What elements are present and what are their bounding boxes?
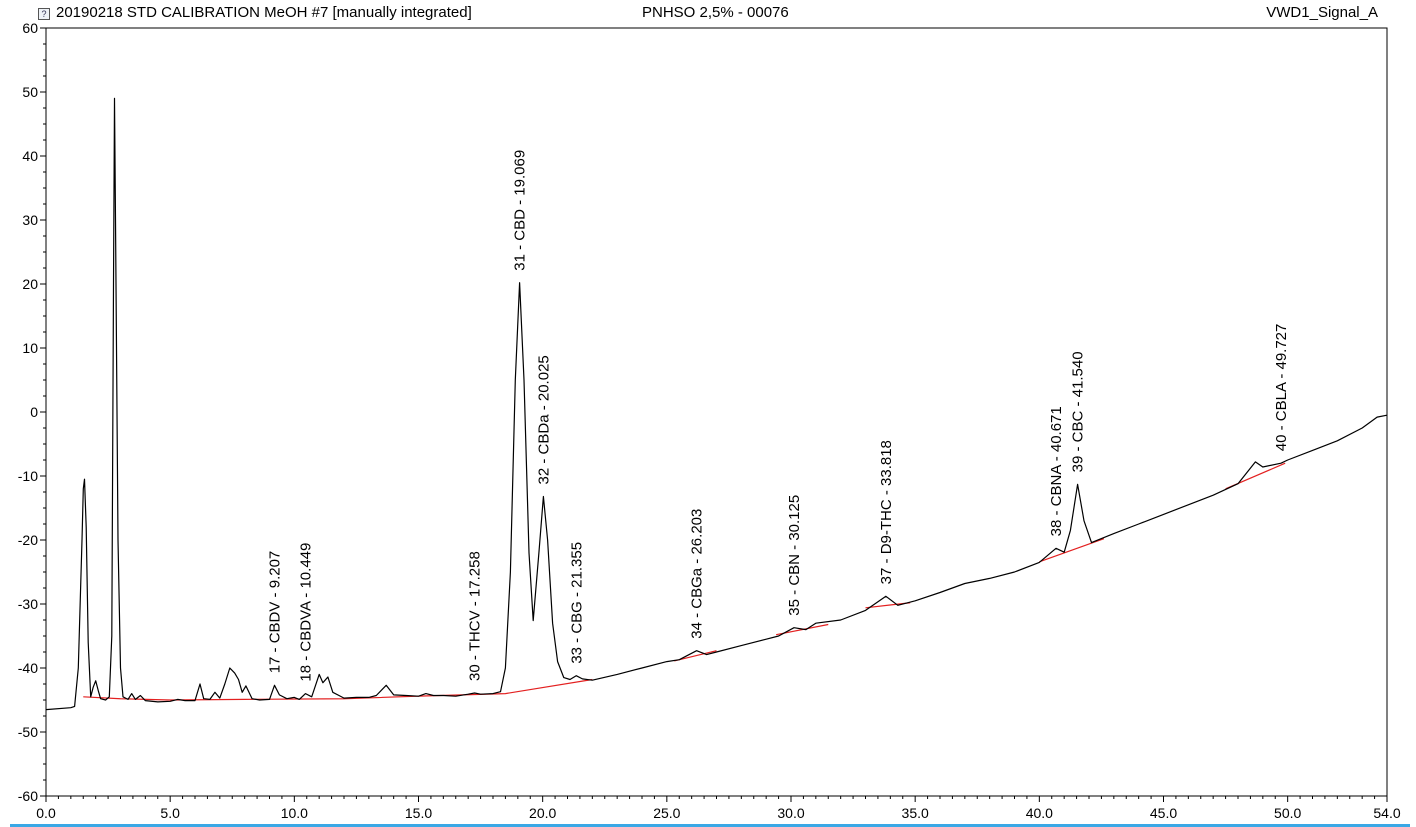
- x-tick-label: 5.0: [160, 805, 180, 821]
- peak-label: 18 - CBDVA - 10.449: [297, 543, 314, 682]
- y-tick-label: -40: [18, 660, 38, 676]
- x-tick-label: 54.0: [1373, 805, 1400, 821]
- peak-label: 38 - CBNA - 40.671: [1048, 406, 1065, 536]
- sample-name: PNHSO 2,5% - 00076: [642, 4, 789, 21]
- y-tick-label: 20: [22, 276, 38, 292]
- baseline-segment: [83, 678, 593, 701]
- peak-label: 35 - CBN - 30.125: [786, 495, 803, 616]
- window-bottom-accent: [10, 824, 1410, 827]
- y-tick-label: 0: [30, 404, 38, 420]
- peak-label: 33 - CBG - 21.355: [568, 542, 585, 664]
- y-tick-label: 60: [22, 20, 38, 36]
- peak-label: 34 - CBGa - 26.203: [689, 509, 706, 639]
- document-icon: ?: [38, 8, 50, 20]
- y-tick-label: -20: [18, 532, 38, 548]
- y-tick-label: -60: [18, 788, 38, 804]
- y-tick-label: -50: [18, 724, 38, 740]
- plot-frame: [45, 27, 1388, 797]
- x-tick-label: 35.0: [902, 805, 929, 821]
- y-tick-label: -30: [18, 596, 38, 612]
- x-tick-label: 20.0: [529, 805, 556, 821]
- peak-labels: 17 - CBDV - 9.207 18 - CBDVA - 10.449 30 -…: [267, 150, 1290, 682]
- x-tick-label: 15.0: [405, 805, 432, 821]
- baseline-segments: [83, 462, 1286, 701]
- signal-trace: [45, 97, 1388, 711]
- x-tick-label: 0.0: [36, 805, 56, 821]
- x-tick-label: 40.0: [1026, 805, 1053, 821]
- y-tick-label: 40: [22, 148, 38, 164]
- peak-label: 32 - CBDa - 20.025: [535, 355, 552, 484]
- x-tick-label: 50.0: [1274, 805, 1301, 821]
- peak-label: 30 - THCV - 17.258: [467, 551, 484, 681]
- baseline-segment: [1039, 538, 1105, 563]
- x-tick-label: 45.0: [1150, 805, 1177, 821]
- peak-label: 37 - D9-THC - 33.818: [878, 440, 895, 584]
- signal-name: VWD1_Signal_A: [1266, 4, 1378, 21]
- x-tick-label: 10.0: [281, 805, 308, 821]
- peak-label: 31 - CBD - 19.069: [512, 150, 529, 271]
- y-tick-label: -10: [18, 468, 38, 484]
- x-tick-label: 25.0: [653, 805, 680, 821]
- y-tick-label: 50: [22, 84, 38, 100]
- chromatogram-title: 20190218 STD CALIBRATION MeOH #7 [manual…: [56, 4, 472, 21]
- peak-label: 40 - CBLA - 49.727: [1273, 324, 1290, 452]
- signal-line: [45, 97, 1388, 711]
- y-tick-label: 10: [22, 340, 38, 356]
- peak-label: 39 - CBC - 41.540: [1070, 351, 1087, 472]
- peak-label: 17 - CBDV - 9.207: [267, 551, 284, 674]
- axes: -60 -50 -40 -30 -20 -10 0 10 20 30 40 50 60 0.0 5.0 10.…: [18, 20, 1401, 821]
- x-tick-label: 30.0: [777, 805, 804, 821]
- y-tick-label: 30: [22, 212, 38, 228]
